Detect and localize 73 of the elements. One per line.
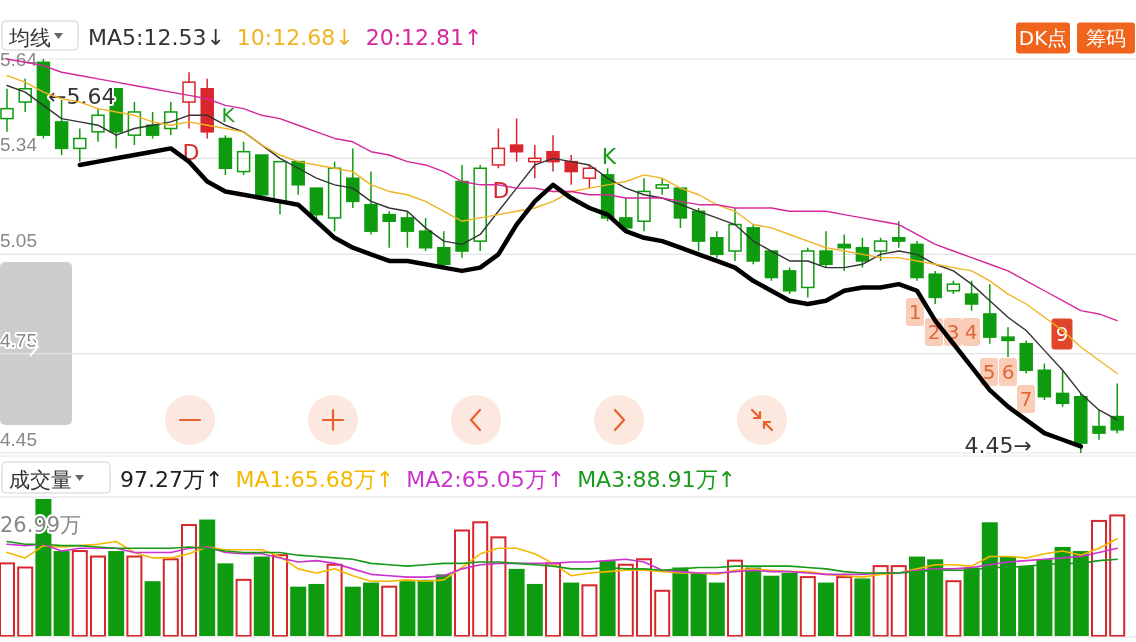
bar [272, 554, 288, 637]
bar [363, 582, 379, 636]
bar [108, 551, 125, 636]
y-tick-label: 5.05 [0, 230, 37, 252]
y-tick-label: 4.45 [0, 429, 37, 450]
annotation: 7 [1019, 387, 1033, 411]
bar [490, 536, 507, 637]
bar [1109, 514, 1126, 637]
bar [326, 563, 343, 637]
annotation: 9 [1055, 322, 1069, 346]
bar [654, 589, 671, 637]
bar [690, 572, 707, 636]
text: MA3:88.91万↑ [577, 467, 736, 492]
bar [17, 566, 34, 637]
bar [0, 562, 15, 637]
annotation: 1 [908, 300, 922, 324]
bar [727, 559, 743, 637]
bar [308, 583, 325, 636]
bar [890, 565, 907, 637]
text: 10:12.68↓ [236, 25, 354, 50]
bar [508, 568, 525, 636]
annotation: D [492, 178, 510, 203]
bar [162, 558, 179, 637]
text: MA1:65.68万↑ [235, 467, 395, 492]
bar [454, 529, 470, 637]
text: MA5:12.53↓ [88, 25, 225, 50]
bar [617, 563, 634, 637]
bar [71, 550, 88, 637]
bar [144, 581, 161, 636]
bar [799, 576, 816, 637]
annotation: 2 [927, 320, 941, 344]
text: 97.27万↑ [120, 467, 224, 492]
annotation: 4 [964, 320, 978, 344]
bar [781, 572, 798, 636]
chart-title: 成交量 [9, 468, 72, 492]
bar [945, 580, 962, 637]
bar [836, 576, 853, 637]
text: 20:12.81↑ [365, 25, 483, 50]
bar [253, 556, 270, 636]
y-tick-label: 5.34 [0, 134, 38, 156]
bar [1091, 519, 1107, 637]
bar [545, 562, 561, 637]
bar [217, 563, 234, 636]
bar [636, 558, 652, 637]
bar [708, 582, 725, 636]
bar [417, 579, 434, 636]
bar [53, 551, 70, 636]
bar [563, 582, 580, 636]
bar [90, 555, 106, 637]
annotation: 4.45→ [964, 433, 1032, 458]
bar [181, 524, 197, 637]
bar [854, 578, 871, 636]
bar [344, 586, 361, 636]
bar [235, 578, 252, 637]
bar [763, 575, 780, 636]
bar [526, 583, 543, 636]
bar [290, 586, 307, 636]
chart-title: 均线 [8, 26, 51, 50]
text: MA2:65.05万↑ [406, 467, 566, 492]
text: DK点 [1018, 26, 1068, 50]
text: 筹码 [1086, 26, 1126, 50]
annotation: K [601, 144, 617, 169]
bar [818, 582, 834, 636]
bar [399, 581, 416, 636]
bar [126, 555, 143, 637]
annotation: 5 [982, 360, 996, 384]
annotation: K [221, 103, 236, 127]
annotation: 6 [1001, 360, 1015, 384]
bar [381, 585, 398, 637]
bar [872, 565, 889, 637]
bar [581, 584, 598, 637]
bar [472, 521, 489, 637]
bar [435, 574, 452, 636]
